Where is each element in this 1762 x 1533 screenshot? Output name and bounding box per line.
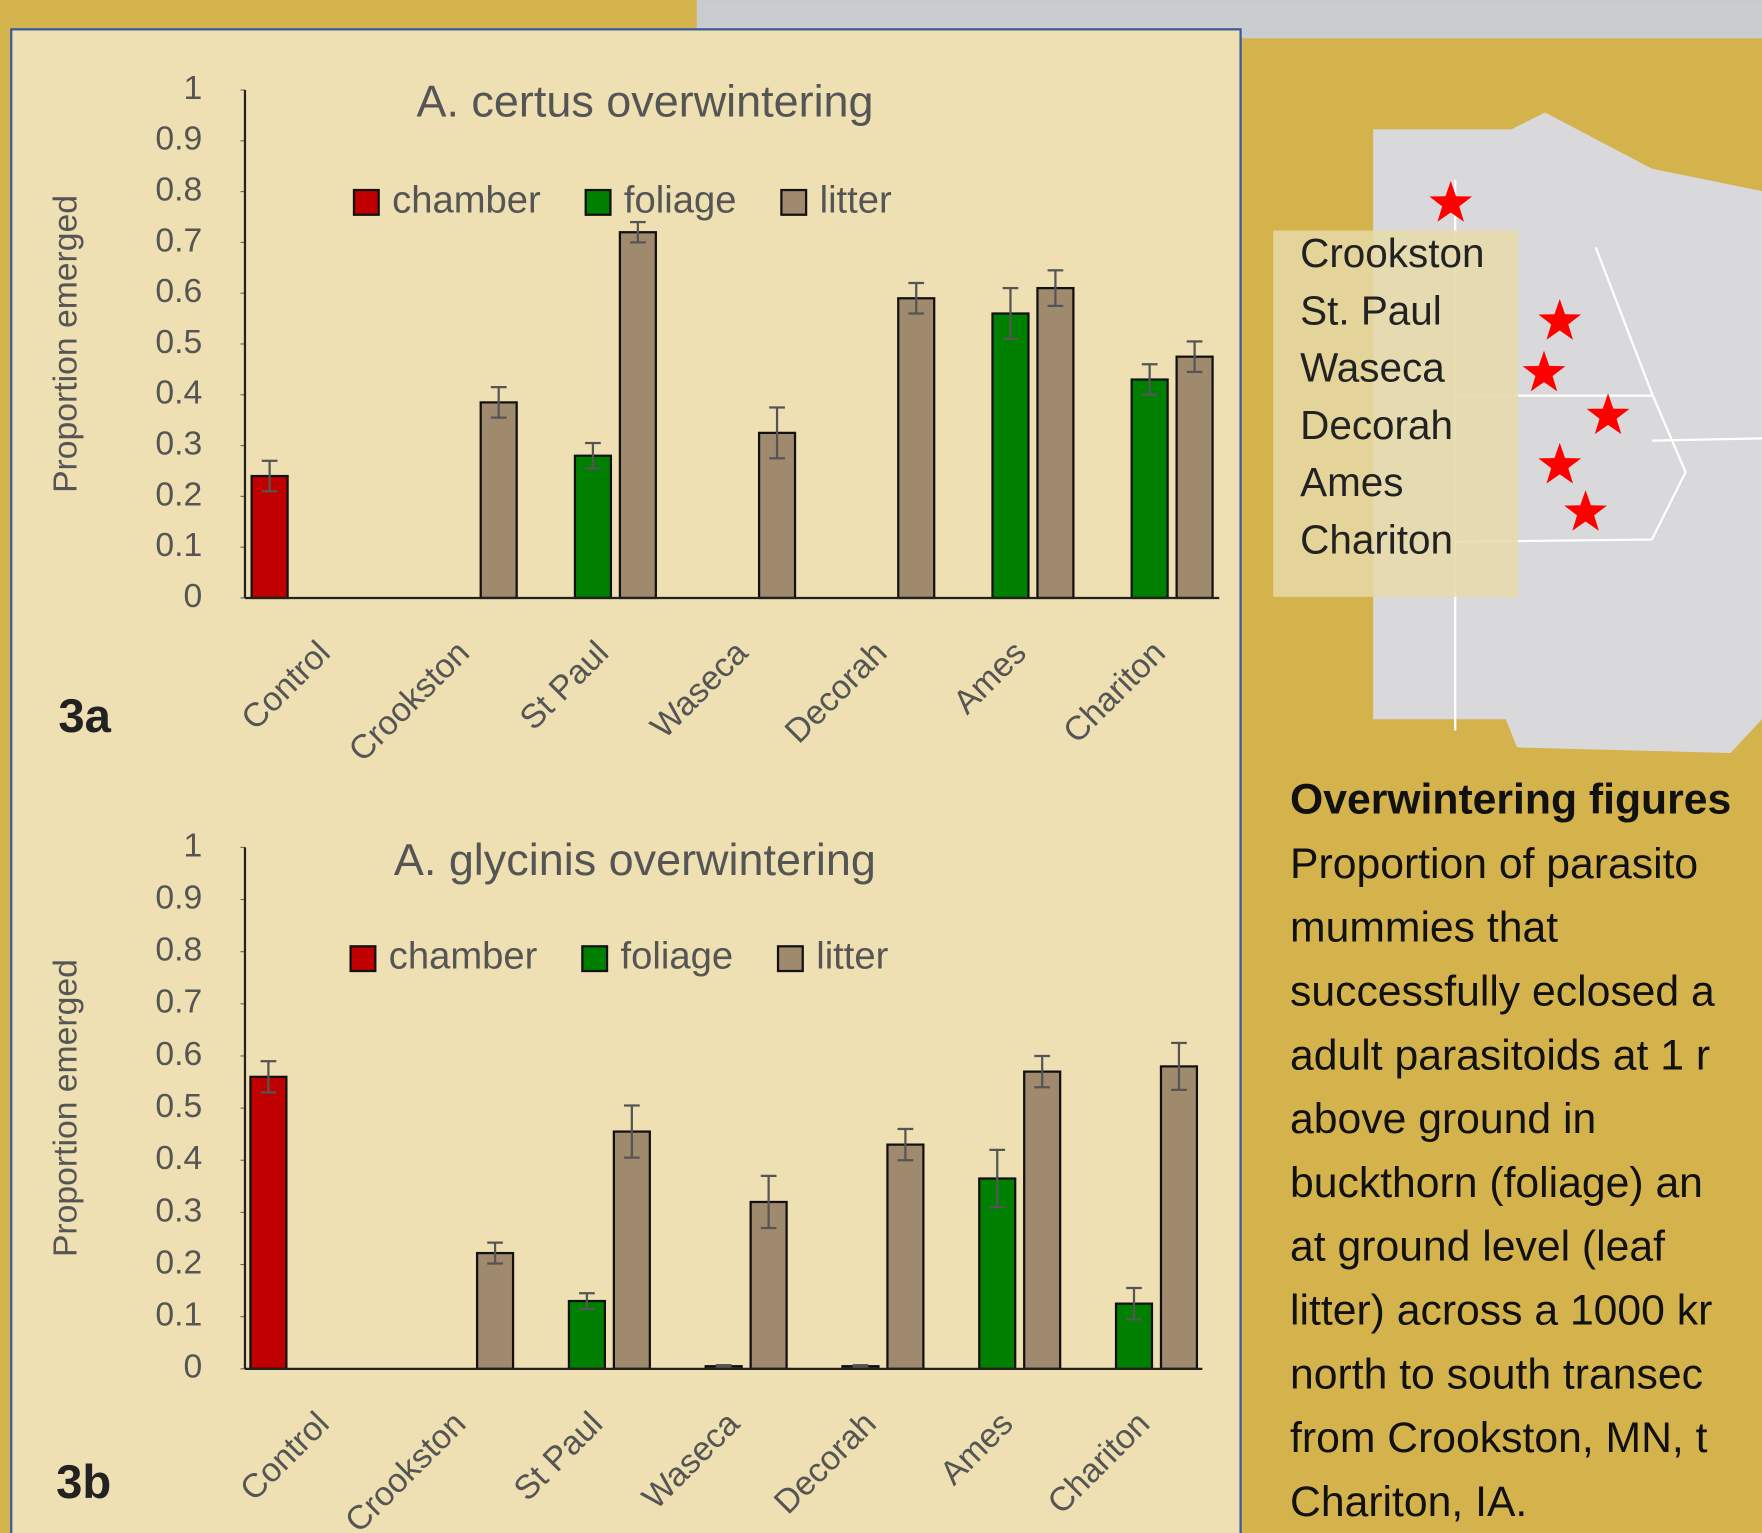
poster: A. certus overwintering 3a Proportion emer… xyxy=(0,0,1762,1533)
y-tick-label: 0.6 xyxy=(155,272,202,310)
map-label: Decorah xyxy=(1300,402,1453,448)
y-tick-label: 0.4 xyxy=(155,1139,202,1177)
y-tick-label: 0.7 xyxy=(155,983,202,1021)
y-tick-label: 0 xyxy=(184,577,203,615)
panel-label: 3b xyxy=(56,1456,111,1509)
caption-line: at ground level (leaf xyxy=(1290,1223,1665,1271)
bar xyxy=(887,1145,923,1369)
caption-line: above ground in xyxy=(1290,1095,1596,1143)
y-tick-label: 0 xyxy=(184,1348,203,1386)
legend-swatch xyxy=(781,190,806,215)
caption-line: north to south transec xyxy=(1290,1350,1703,1398)
y-tick-label: 0.9 xyxy=(155,120,202,158)
legend-label: litter xyxy=(820,178,892,221)
error-bar xyxy=(716,1365,732,1367)
y-tick-label: 0.8 xyxy=(155,171,202,209)
bar xyxy=(252,476,288,598)
legend-label: foliage xyxy=(621,935,734,978)
legend-label: foliage xyxy=(624,178,737,221)
y-tick-label: 0.3 xyxy=(155,1191,202,1229)
chart-title: A. glycinis overwintering xyxy=(394,834,876,885)
y-axis-label: Proportion emerged xyxy=(46,959,84,1257)
bar xyxy=(898,298,934,598)
panel-label: 3a xyxy=(58,690,111,743)
bar xyxy=(250,1077,286,1369)
caption-line: Proportion of parasito xyxy=(1290,840,1698,888)
bar xyxy=(1037,288,1073,598)
bar xyxy=(1024,1072,1060,1369)
map-label: Ames xyxy=(1300,459,1403,505)
bar xyxy=(614,1132,650,1369)
map-label: Chariton xyxy=(1300,517,1453,563)
y-tick-label: 0.1 xyxy=(155,526,202,564)
bar xyxy=(992,314,1028,598)
legend-swatch xyxy=(582,946,607,971)
legend-label: litter xyxy=(816,935,888,978)
caption-line: adult parasitoids at 1 r xyxy=(1290,1031,1710,1079)
caption-title: Overwintering figures xyxy=(1290,776,1731,824)
page: {"chart_data": [ {"type": "bar", "title"… xyxy=(0,0,1762,1533)
chart-title: A. certus overwintering xyxy=(416,76,873,127)
bar xyxy=(620,232,656,598)
caption-line: mummies that xyxy=(1290,904,1558,952)
legend-swatch xyxy=(354,190,379,215)
map-label: St. Paul xyxy=(1300,287,1442,333)
bar xyxy=(1132,380,1168,598)
y-tick-label: 0.8 xyxy=(155,931,202,969)
y-tick-label: 0.2 xyxy=(155,1243,202,1281)
map-label: Waseca xyxy=(1300,345,1445,391)
bar xyxy=(481,402,517,598)
y-tick-label: 0.9 xyxy=(155,878,202,916)
bar xyxy=(477,1253,513,1369)
caption-line: from Crookston, MN, t xyxy=(1290,1414,1708,1462)
legend-swatch xyxy=(351,946,376,971)
caption-line: successfully eclosed a xyxy=(1290,967,1715,1015)
legend-swatch xyxy=(778,946,803,971)
y-axis-label: Proportion emerged xyxy=(46,195,84,493)
caption-line: buckthorn (foliage) an xyxy=(1290,1159,1703,1207)
bar xyxy=(1177,357,1213,598)
y-tick-label: 0.4 xyxy=(155,374,202,412)
error-bar xyxy=(853,1365,869,1367)
legend-label: chamber xyxy=(392,178,541,221)
legend-swatch xyxy=(586,190,611,215)
y-tick-label: 0.2 xyxy=(155,475,202,513)
bar xyxy=(569,1301,605,1369)
y-tick-label: 0.3 xyxy=(155,424,202,462)
caption-line: Chariton, IA. xyxy=(1290,1478,1527,1526)
y-tick-label: 0.5 xyxy=(155,1087,202,1125)
y-tick-label: 0.7 xyxy=(155,221,202,259)
y-tick-label: 0.5 xyxy=(155,323,202,361)
y-tick-label: 0.6 xyxy=(155,1035,202,1073)
y-tick-label: 0.1 xyxy=(155,1296,202,1334)
y-tick-label: 1 xyxy=(184,826,203,864)
caption-line: litter) across a 1000 kr xyxy=(1290,1287,1712,1335)
bar xyxy=(575,456,611,598)
map-label: Crookston xyxy=(1300,230,1484,276)
bar xyxy=(1161,1066,1197,1368)
legend-label: chamber xyxy=(389,935,538,978)
y-tick-label: 1 xyxy=(184,69,203,107)
